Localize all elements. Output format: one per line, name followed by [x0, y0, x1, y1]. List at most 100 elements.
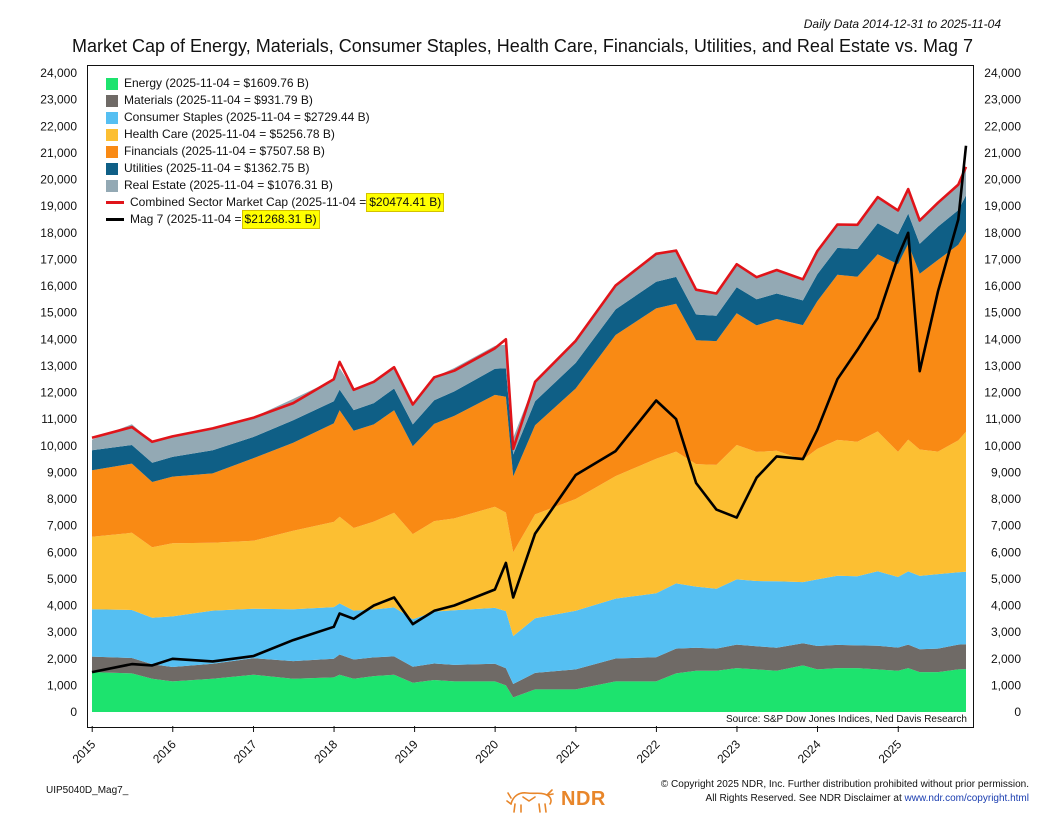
area-energy — [92, 665, 966, 712]
y-tick-label-left: 8,000 — [47, 492, 77, 506]
copyright-link[interactable]: www.ndr.com/copyright.html — [904, 793, 1030, 804]
x-tick-label: 2019 — [392, 737, 421, 766]
y-tick-label-right: 1,000 — [991, 678, 1021, 692]
y-tick-label-right: 21,000 — [984, 146, 1021, 160]
line-combined-sector-market-cap — [91, 166, 968, 451]
line-mag-7 — [91, 145, 968, 674]
legend: Energy (2025-11-04 = $1609.76 B) Material… — [106, 75, 445, 229]
y-tick-label-left: 9,000 — [47, 465, 77, 479]
x-tick-label: 2020 — [472, 737, 501, 766]
legend-label: Combined Sector Market Cap (2025-11-04 = — [130, 195, 367, 209]
y-tick-label-left: 24,000 — [40, 66, 77, 80]
y-tick-label-left: 23,000 — [40, 93, 77, 107]
y-tick-label-right: 11,000 — [985, 412, 1021, 426]
y-tick-label-left: 5,000 — [47, 572, 77, 586]
y-tick-label-right: 0 — [1014, 705, 1021, 719]
x-tick-label: 2022 — [634, 737, 663, 766]
y-tick-label-right: 17,000 — [984, 252, 1021, 266]
y-tick-label-right: 19,000 — [984, 199, 1021, 213]
x-tick-label: 2024 — [795, 737, 824, 766]
legend-swatch — [106, 179, 118, 192]
x-tick-label: 2025 — [876, 737, 905, 766]
x-tick-label: 2016 — [150, 737, 179, 766]
y-tick-label-right: 18,000 — [984, 226, 1021, 240]
ndr-logo: NDR — [505, 782, 606, 816]
legend-item: Combined Sector Market Cap (2025-11-04 =… — [106, 193, 445, 212]
legend-item: Consumer Staples (2025-11-04 = $2729.44 … — [106, 109, 444, 126]
y-tick-label-left: 10,000 — [40, 439, 77, 453]
y-tick-label-left: 18,000 — [40, 226, 77, 240]
y-tick-label-left: 3,000 — [47, 625, 77, 639]
legend-item: Health Care (2025-11-04 = $5256.78 B) — [106, 126, 444, 143]
legend-label: Utilities (2025-11-04 = $1362.75 B) — [124, 161, 310, 175]
y-tick-label-left: 15,000 — [40, 306, 77, 320]
y-tick-label-left: 7,000 — [47, 519, 77, 533]
line-series — [91, 145, 968, 674]
y-tick-label-right: 20,000 — [984, 173, 1021, 187]
legend-swatch — [106, 201, 124, 204]
y-tick-label-right: 3,000 — [991, 625, 1021, 639]
y-tick-label-right: 10,000 — [984, 439, 1021, 453]
area-financials — [92, 231, 966, 553]
y-tick-label-left: 4,000 — [47, 599, 77, 613]
y-tick-label-right: 12,000 — [984, 386, 1021, 400]
y-tick-label-left: 1,000 — [47, 678, 77, 692]
legend-highlight-value: $20474.41 B) — [366, 193, 445, 212]
y-tick-label-right: 2,000 — [991, 652, 1021, 666]
legend-swatch — [106, 128, 118, 141]
y-axis-right: 0 1,000 2,000 3,000 4,000 5,000 6,000 7,000 8,00… — [984, 66, 1021, 719]
y-tick-label-right: 5,000 — [991, 572, 1021, 586]
legend-highlight-value: $21268.31 B) — [241, 210, 320, 229]
x-axis: 2015 2016 2017 2018 2019 2020 2021 2022 2023 2024… — [70, 726, 905, 766]
legend-item: Energy (2025-11-04 = $1609.76 B) — [106, 75, 444, 92]
y-tick-label-left: 11,000 — [41, 412, 77, 426]
y-tick-label-right: 9,000 — [991, 465, 1021, 479]
legend-label: Mag 7 (2025-11-04 = — [130, 212, 242, 226]
y-tick-label-right: 24,000 — [984, 66, 1021, 80]
copyright-line-2: All Rights Reserved. See NDR Disclaimer … — [661, 792, 1029, 806]
x-tick-label: 2017 — [231, 737, 260, 766]
legend-item: Mag 7 (2025-11-04 = $21268.31 B) — [106, 210, 444, 229]
y-tick-label-right: 16,000 — [984, 279, 1021, 293]
legend-item: Materials (2025-11-04 = $931.79 B) — [106, 92, 444, 109]
y-tick-label-right: 13,000 — [984, 359, 1021, 373]
x-tick-label: 2015 — [70, 737, 99, 766]
stacked-areas — [92, 166, 966, 712]
y-axis-left: 0 1,000 2,000 3,000 4,000 5,000 6,000 7,000 8,00… — [40, 66, 77, 719]
y-tick-label-right: 14,000 — [984, 332, 1021, 346]
y-tick-label-left: 19,000 — [40, 199, 77, 213]
y-tick-label-left: 12,000 — [40, 386, 77, 400]
area-utilities — [92, 195, 966, 482]
y-tick-label-right: 4,000 — [991, 599, 1021, 613]
y-tick-label-left: 21,000 — [40, 146, 77, 160]
daily-data-range: Daily Data 2014-12-31 to 2025-11-04 — [803, 17, 1001, 31]
y-tick-label-right: 6,000 — [991, 545, 1021, 559]
legend-label: Financials (2025-11-04 = $7507.58 B) — [124, 144, 325, 158]
copyright-line-1: © Copyright 2025 NDR, Inc. Further distr… — [660, 779, 1029, 790]
y-tick-label-right: 7,000 — [991, 519, 1021, 533]
x-tick-label: 2018 — [311, 737, 340, 766]
copyright-line-2-text: All Rights Reserved. See NDR Disclaimer … — [705, 793, 905, 804]
legend-label: Real Estate (2025-11-04 = $1076.31 B) — [124, 178, 333, 192]
x-tick-label: 2023 — [714, 737, 743, 766]
y-tick-label-left: 0 — [70, 705, 77, 719]
legend-label: Health Care (2025-11-04 = $5256.78 B) — [124, 127, 335, 141]
legend-swatch — [106, 145, 118, 158]
y-tick-label-right: 15,000 — [984, 306, 1021, 320]
chart-title: Market Cap of Energy, Materials, Consume… — [71, 36, 974, 56]
legend-label: Energy (2025-11-04 = $1609.76 B) — [124, 76, 309, 90]
copyright-notice: © Copyright 2025 NDR, Inc. Further distr… — [661, 778, 1029, 806]
y-tick-label-left: 14,000 — [40, 332, 77, 346]
y-tick-label-left: 16,000 — [40, 279, 77, 293]
legend-swatch — [106, 218, 124, 221]
y-tick-label-left: 22,000 — [40, 119, 77, 133]
logo-text: NDR — [561, 787, 606, 810]
area-health-care — [92, 431, 966, 637]
y-tick-label-left: 13,000 — [40, 359, 77, 373]
legend-item: Utilities (2025-11-04 = $1362.75 B) — [106, 160, 444, 177]
source-note: Source: S&P Dow Jones Indices, Ned Davis… — [723, 714, 969, 725]
bull-bear-icon — [506, 789, 554, 813]
legend-label: Consumer Staples (2025-11-04 = $2729.44 … — [124, 110, 370, 124]
legend-swatch — [106, 162, 118, 175]
